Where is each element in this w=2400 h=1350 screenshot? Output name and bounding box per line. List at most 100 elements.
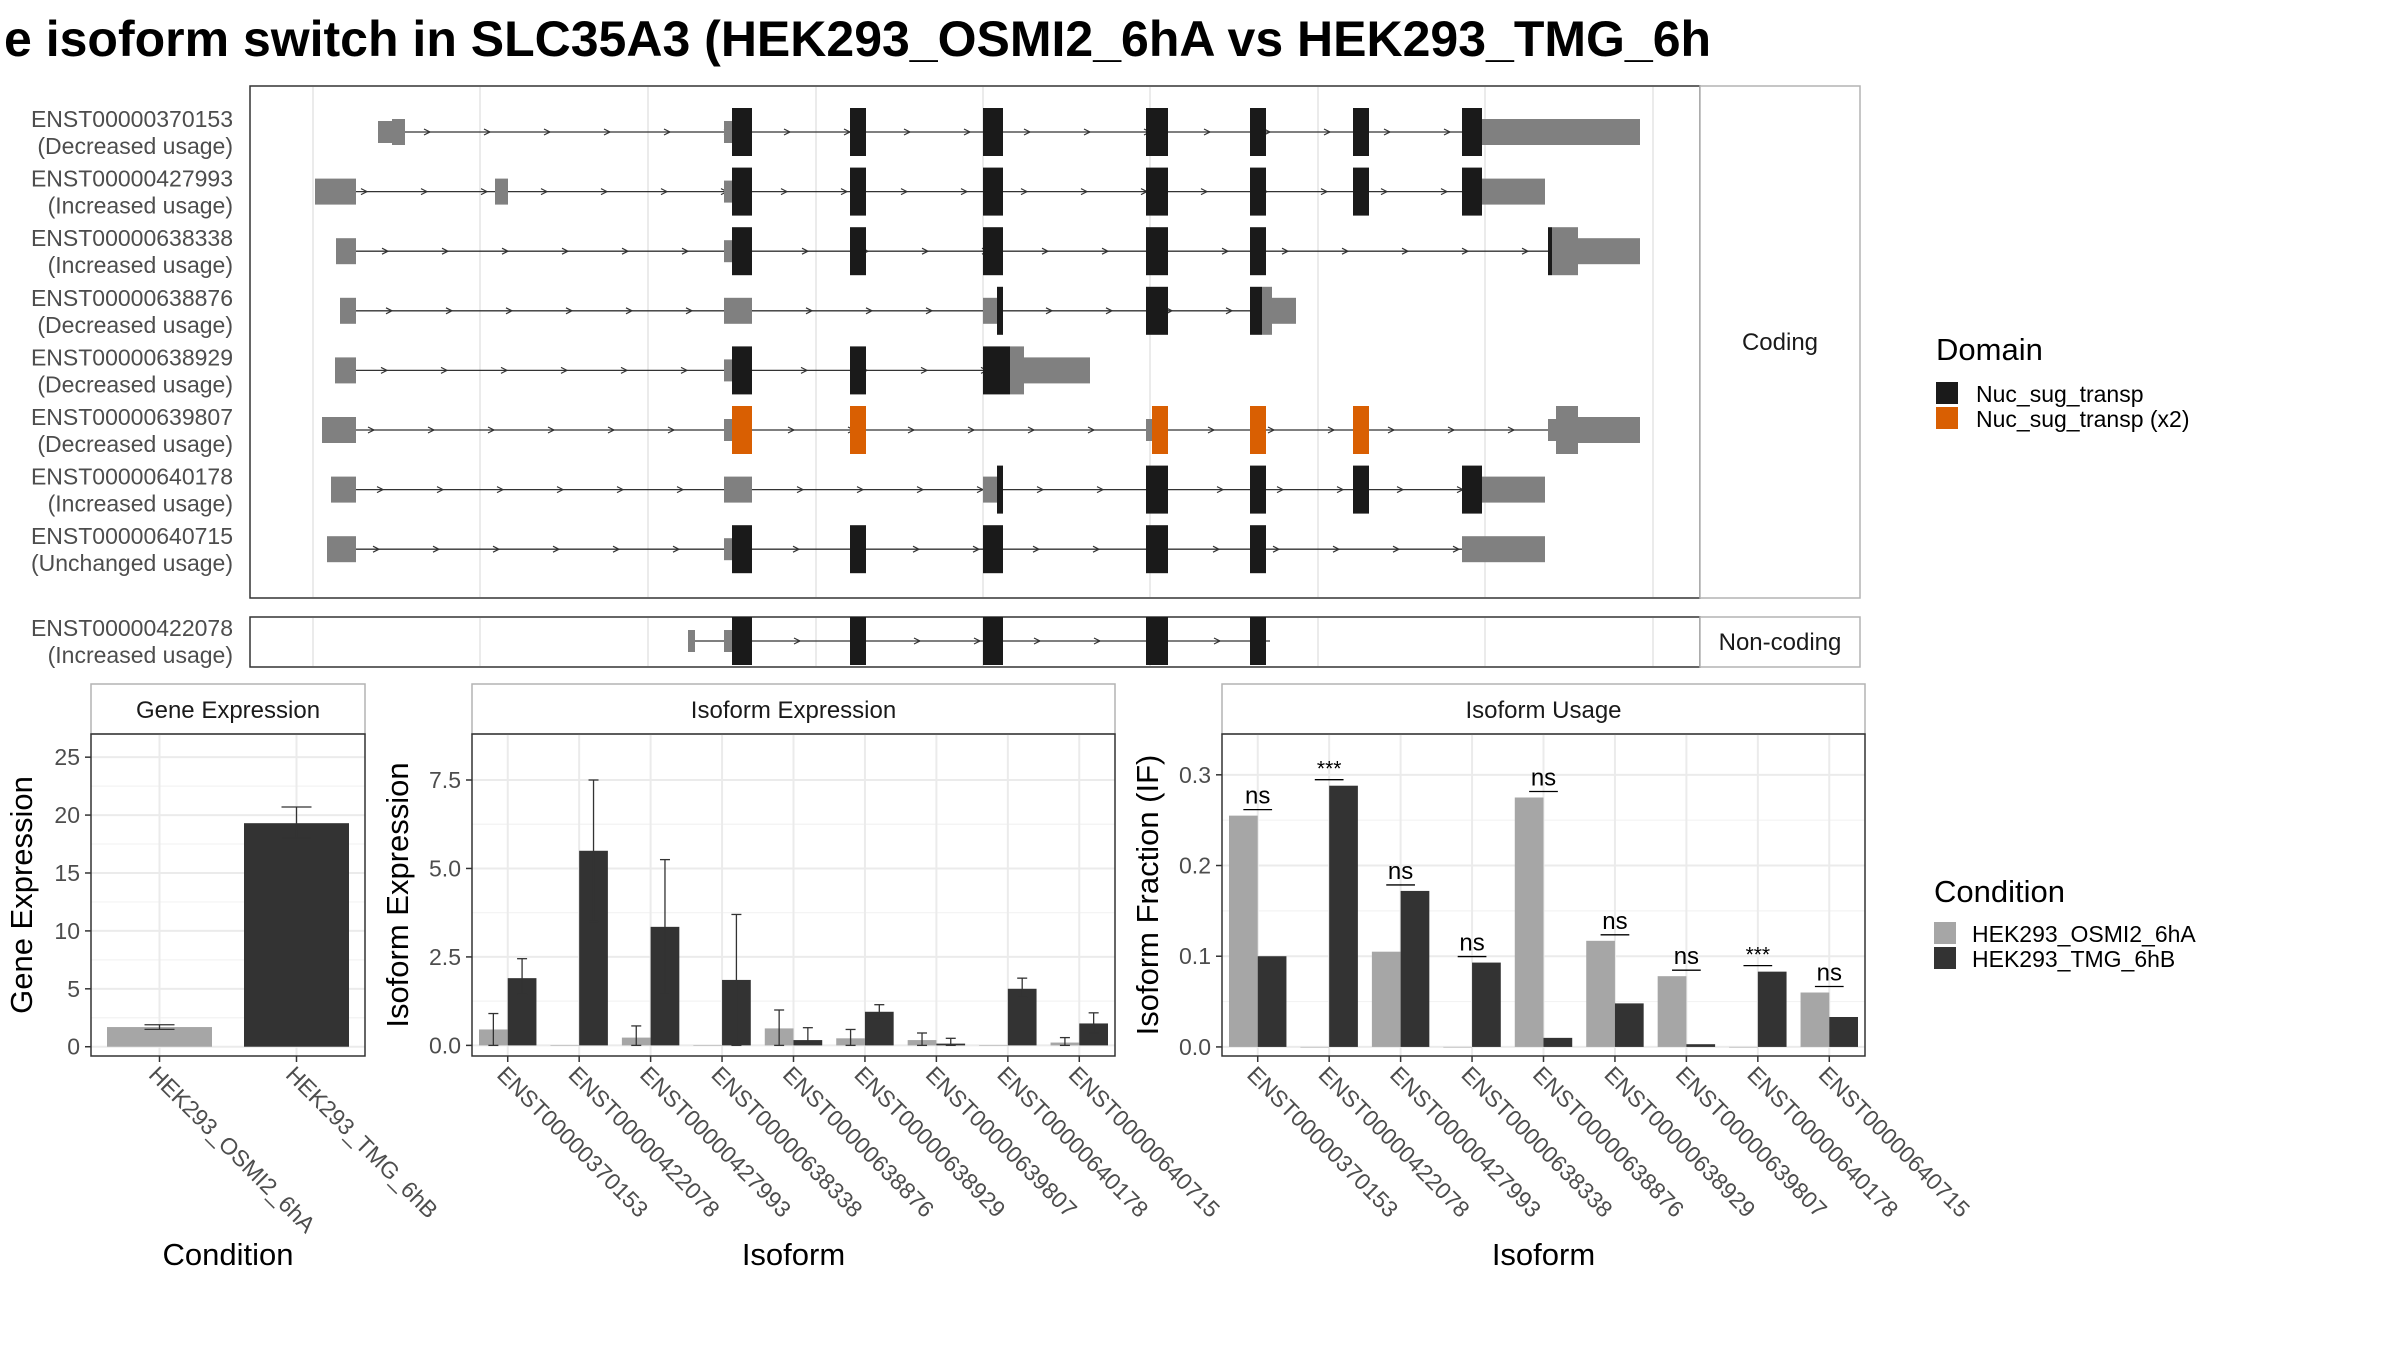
exon — [732, 167, 752, 216]
bar — [1400, 890, 1430, 1047]
exon — [1353, 465, 1369, 514]
strand-arrow — [496, 486, 505, 494]
exon — [1353, 167, 1369, 216]
isoform-usage-panel: Isoform Usage ns *** ns ns ns ns ns *** ns 0.0 0.1 0… — [1130, 683, 1975, 1272]
exon — [850, 525, 866, 574]
y-tick-label: 0.0 — [429, 1032, 461, 1058]
bar — [1614, 1003, 1644, 1047]
transcript-labels: ENST00000370153(Decreased usage)ENST0000… — [31, 106, 233, 668]
exon — [850, 346, 866, 395]
strand-arrow — [487, 426, 496, 434]
strand-arrow — [432, 545, 441, 553]
transcript-status-label: (Increased usage) — [48, 252, 233, 278]
strand-arrow — [543, 128, 552, 136]
exon — [1482, 119, 1640, 145]
strand-arrow — [1341, 247, 1350, 255]
error-bar — [659, 858, 670, 995]
y-tick-label: 0.1 — [1179, 943, 1211, 969]
strand-arrow — [912, 545, 921, 553]
strand-arrow — [1396, 486, 1405, 494]
exon — [327, 536, 356, 563]
y-tick-label: 15 — [54, 860, 80, 886]
condition-legend-title: Condition — [1934, 874, 2065, 909]
panel-strip-title: Isoform Usage — [1465, 697, 1621, 724]
strand-arrow — [793, 637, 802, 645]
strand-arrow — [440, 366, 449, 374]
strand-arrow — [1440, 188, 1449, 196]
exon — [997, 465, 1003, 514]
error-bar — [1059, 1036, 1070, 1047]
strand-arrow — [903, 128, 912, 136]
strand-arrow — [1225, 307, 1234, 315]
bar — [1443, 1046, 1473, 1048]
strand-arrow — [492, 545, 501, 553]
domain-legend-label-2: Nuc_sug_transp (x2) — [1976, 406, 2190, 432]
strand-arrow — [1200, 188, 1209, 196]
strand-arrow — [805, 307, 814, 315]
transcript-status-label: (Decreased usage) — [37, 431, 233, 457]
exon — [724, 630, 732, 652]
condition-legend-label-2: HEK293_TMG_6hB — [1972, 946, 2175, 972]
bar — [1586, 940, 1615, 1047]
strand-arrow — [680, 366, 689, 374]
exon — [1024, 357, 1090, 384]
exon — [331, 476, 356, 503]
strand-arrow — [800, 366, 809, 374]
strand-arrow — [1045, 307, 1054, 315]
strand-arrow — [1203, 128, 1212, 136]
transcript-7 — [327, 525, 1545, 574]
x-tick-label: HEK293_TMG_6hB — [281, 1061, 443, 1223]
exon — [1146, 525, 1168, 574]
strand-arrow — [900, 188, 909, 196]
exon — [335, 357, 356, 384]
exon — [997, 286, 1003, 335]
error-bar — [874, 1004, 885, 1020]
strand-arrow — [385, 307, 394, 315]
error-bar — [1017, 977, 1028, 999]
strand-arrow — [1336, 486, 1345, 494]
error-bar — [917, 1032, 928, 1047]
y-axis-title: Isoform Fraction (IF) — [1130, 755, 1165, 1036]
coding-panel — [249, 85, 1701, 599]
y-tick-label: 10 — [54, 918, 80, 944]
strand-arrow — [1041, 247, 1050, 255]
exon — [724, 476, 752, 503]
exon — [336, 238, 356, 265]
transcript-status-label: (Decreased usage) — [37, 371, 233, 397]
exon — [732, 227, 752, 276]
y-axis-title: Gene Expression — [4, 776, 39, 1014]
strand-arrow — [1387, 426, 1396, 434]
strand-arrow — [783, 128, 792, 136]
exon — [1146, 419, 1152, 441]
exon — [1152, 406, 1168, 454]
exon — [724, 359, 732, 382]
panel-strip — [1221, 683, 1866, 735]
transcript-0 — [378, 108, 1640, 156]
strand-arrow — [963, 128, 972, 136]
strand-arrow — [505, 307, 514, 315]
exon — [322, 417, 356, 443]
exon — [983, 617, 1003, 665]
y-tick-label: 7.5 — [429, 767, 461, 793]
error-bar — [802, 1027, 813, 1045]
exon — [1462, 465, 1472, 514]
exon — [732, 346, 752, 395]
exon — [1250, 227, 1266, 276]
error-bar — [845, 1028, 856, 1047]
strand-arrow — [420, 188, 429, 196]
panel-strip — [471, 683, 1116, 735]
strand-arrow — [1033, 637, 1042, 645]
strand-arrow — [603, 128, 612, 136]
strand-arrow — [1221, 247, 1230, 255]
strand-arrow — [1093, 637, 1102, 645]
strand-arrow — [556, 486, 565, 494]
figure-title: e isoform switch in SLC35A3 (HEK293_OSMI… — [4, 11, 1711, 67]
strand-arrow — [367, 426, 376, 434]
strand-arrow — [1267, 426, 1276, 434]
domain-legend-swatch-2 — [1936, 407, 1958, 429]
bar — [1800, 992, 1830, 1047]
exon — [315, 178, 356, 205]
error-bar — [1088, 1012, 1099, 1034]
exon — [1146, 108, 1168, 156]
transcript-id-label: ENST00000638876 — [31, 285, 233, 311]
